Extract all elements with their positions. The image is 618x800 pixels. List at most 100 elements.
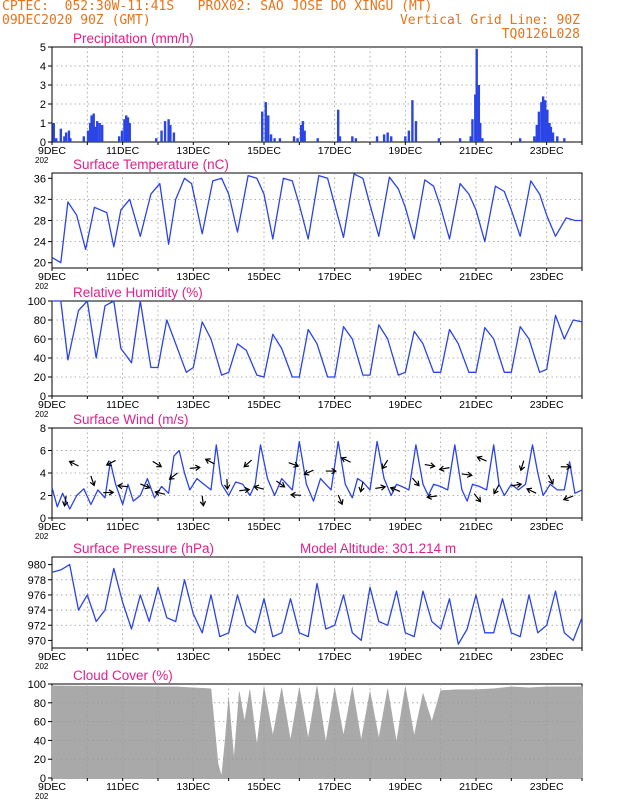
y-tick-label: 4 [40,61,46,73]
precip-bar [551,132,555,142]
x-tick-label: 23DEC [530,271,564,283]
wind-arrow-shaft [427,495,438,498]
wind-arrow-head [413,480,420,487]
precip-bar [86,130,90,142]
y-tick-label: 24 [34,237,46,249]
wind-arrow-shaft [155,491,166,495]
year-fragment-label: 202 [35,792,49,800]
x-tick-label: 23DEC [530,781,564,793]
panel-annotation: Model Altitude: 301.214 m [300,541,456,556]
wind-arrow-shaft [424,463,435,467]
y-tick-label: 976 [28,590,46,602]
precip-bar [93,126,97,142]
precip-bar [278,138,282,142]
precip-bar [117,136,121,142]
wind-arrow-shaft [106,459,116,466]
wind-arrow-shaft [411,477,420,486]
x-tick-label: 13DEC [176,145,210,157]
precip-bar [96,121,99,142]
precip-bar [273,138,276,142]
panel-title: Cloud Cover (%) [73,668,173,683]
precip-bar [296,138,299,142]
y-tick-label: 28 [34,216,46,228]
panel-3: 0 20 40 60 80 100 9DEC 11DEC 13DEC 15DEC 17DEC 19DE… [28,285,583,419]
run-date-label: 09DEC2020 90Z (GMT) [2,13,151,28]
year-fragment-label: 202 [35,662,49,671]
x-tick-label: 21DEC [459,651,493,663]
year-fragment-label: 202 [35,410,49,419]
x-tick-label: 21DEC [459,145,493,157]
x-tick-label: 17DEC [318,399,352,411]
wind-arrow-shaft [375,486,386,490]
y-tick-label: 20 [34,372,46,384]
wind-arrow-head [244,486,251,494]
precip-bar [437,138,441,142]
wind-arrow-shaft [201,495,205,506]
precip-bar [303,130,306,142]
wind-arrow-shaft [341,457,351,463]
series-line [51,440,583,510]
x-tick-label: 21DEC [459,399,493,411]
precip-bar [354,138,358,142]
wind-arrow-shaft [169,472,178,480]
precip-bar [128,123,131,142]
y-tick-label: 0 [40,773,46,785]
wind-arrow-head [429,462,436,469]
precip-bar [469,136,472,142]
y-tick-label: 32 [34,194,46,206]
panel-1: 0 1 2 3 4 5 9DEC 11DEC 13DEC 15DEC 17DEC 19DEC 21DEC… [35,31,583,165]
wind-arrow-shaft [526,488,537,494]
panel-6: 0 20 40 60 80 100 9DEC 11DEC 13DEC 15DEC 17DEC 19DE… [28,668,583,800]
x-tick-label: 15DEC [247,145,281,157]
x-tick-label: 23DEC [530,399,564,411]
y-tick-label: 0 [40,391,46,403]
precip-bar [458,138,462,142]
x-tick-label: 13DEC [176,781,210,793]
wind-arrow-head [475,496,482,503]
precip-bar [100,124,104,142]
precip-bar [382,134,386,142]
wind-arrow-head [389,486,396,493]
x-tick-label: 13DEC [176,521,210,533]
y-tick-label: 100 [28,296,46,308]
y-tick-label: 20 [34,754,46,766]
precip-bar [59,128,63,142]
wind-arrow-head [337,499,344,506]
wind-arrow-head [279,481,286,488]
precip-bar [471,119,474,142]
precip-bar [63,136,66,142]
precip-bar [88,123,92,142]
x-tick-label: 13DEC [176,399,210,411]
wind-arrow-head [548,479,554,486]
precip-bar [414,121,418,142]
x-tick-label: 17DEC [318,651,352,663]
y-tick-label: 100 [28,679,46,691]
precip-bar [475,48,478,142]
wind-arrow-head [204,458,211,464]
precip-bar [316,138,319,142]
wind-arrow-head [195,464,201,471]
wind-arrow-head [303,469,310,476]
wind-arrow-head [293,461,300,468]
y-tick-label: 980 [28,560,46,572]
wind-arrow-head [289,491,296,499]
x-tick-label: 17DEC [318,521,352,533]
x-tick-label: 19DEC [388,781,422,793]
precip-bar [92,113,95,142]
x-tick-label: 19DEC [388,145,422,157]
wind-arrow-shaft [520,460,525,471]
precip-bar [544,100,547,142]
precip-bar [160,130,163,142]
wind-arrow-head [331,467,337,475]
y-tick-label: 3 [40,80,46,92]
wind-arrow-head [243,461,250,468]
panel-5: 970 972 974 976 978 980 9DEC 11DEC 13DEC 15DEC 17D… [28,541,583,671]
wind-arrow-head [105,460,112,467]
plot-frame [51,300,583,397]
wind-arrow-shaft [511,483,522,487]
wind-arrow-head [168,474,175,480]
wind-arrow-head [116,482,123,490]
vertical-grid-line-label: Vertical Grid Line: 90Z [399,13,580,28]
precip-bar [404,136,407,142]
wind-arrow-shaft [473,493,481,503]
